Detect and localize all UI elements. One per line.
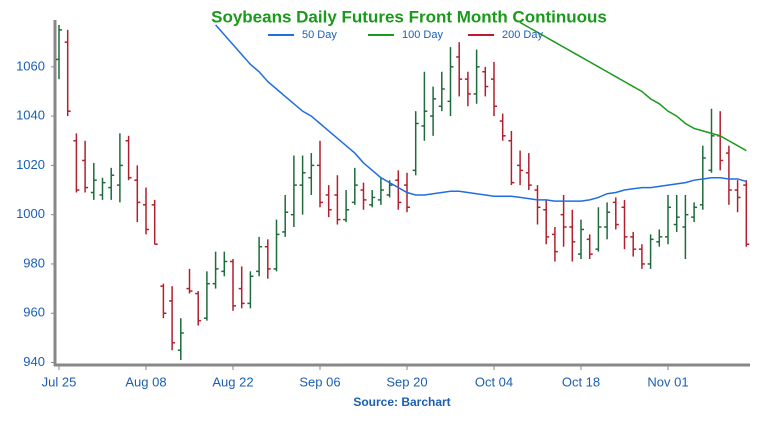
y-tick-label: 1000 (16, 206, 45, 221)
x-tick-label: Sep 20 (386, 374, 427, 389)
y-tick-label: 940 (23, 354, 45, 369)
plot (56, 21, 750, 361)
legend-label: 50 Day (302, 29, 337, 41)
x-tick-label: Sep 06 (299, 374, 340, 389)
x-tick-label: Aug 08 (125, 374, 166, 389)
y-tick-label: 1040 (16, 108, 45, 123)
moving-average-line (519, 21, 747, 152)
y-tick-label: 960 (23, 305, 45, 320)
x-tick-label: Nov 01 (647, 374, 688, 389)
x-tick-label: Oct 04 (475, 374, 513, 389)
x-tick-label: Oct 18 (562, 374, 600, 389)
y-tick-label: 1020 (16, 157, 45, 172)
legend-label: 200 Day (502, 29, 543, 41)
y-tick-label: 980 (23, 255, 45, 270)
moving-average-line (215, 24, 747, 202)
x-tick-label: Aug 22 (212, 374, 253, 389)
x-tick-label: Jul 25 (42, 374, 77, 389)
source: Source: Barchart (353, 395, 450, 409)
y-tick-label: 1060 (16, 58, 45, 73)
chart-title: Soybeans Daily Futures Front Month Conti… (211, 7, 607, 26)
legend-label: 100 Day (402, 29, 443, 41)
